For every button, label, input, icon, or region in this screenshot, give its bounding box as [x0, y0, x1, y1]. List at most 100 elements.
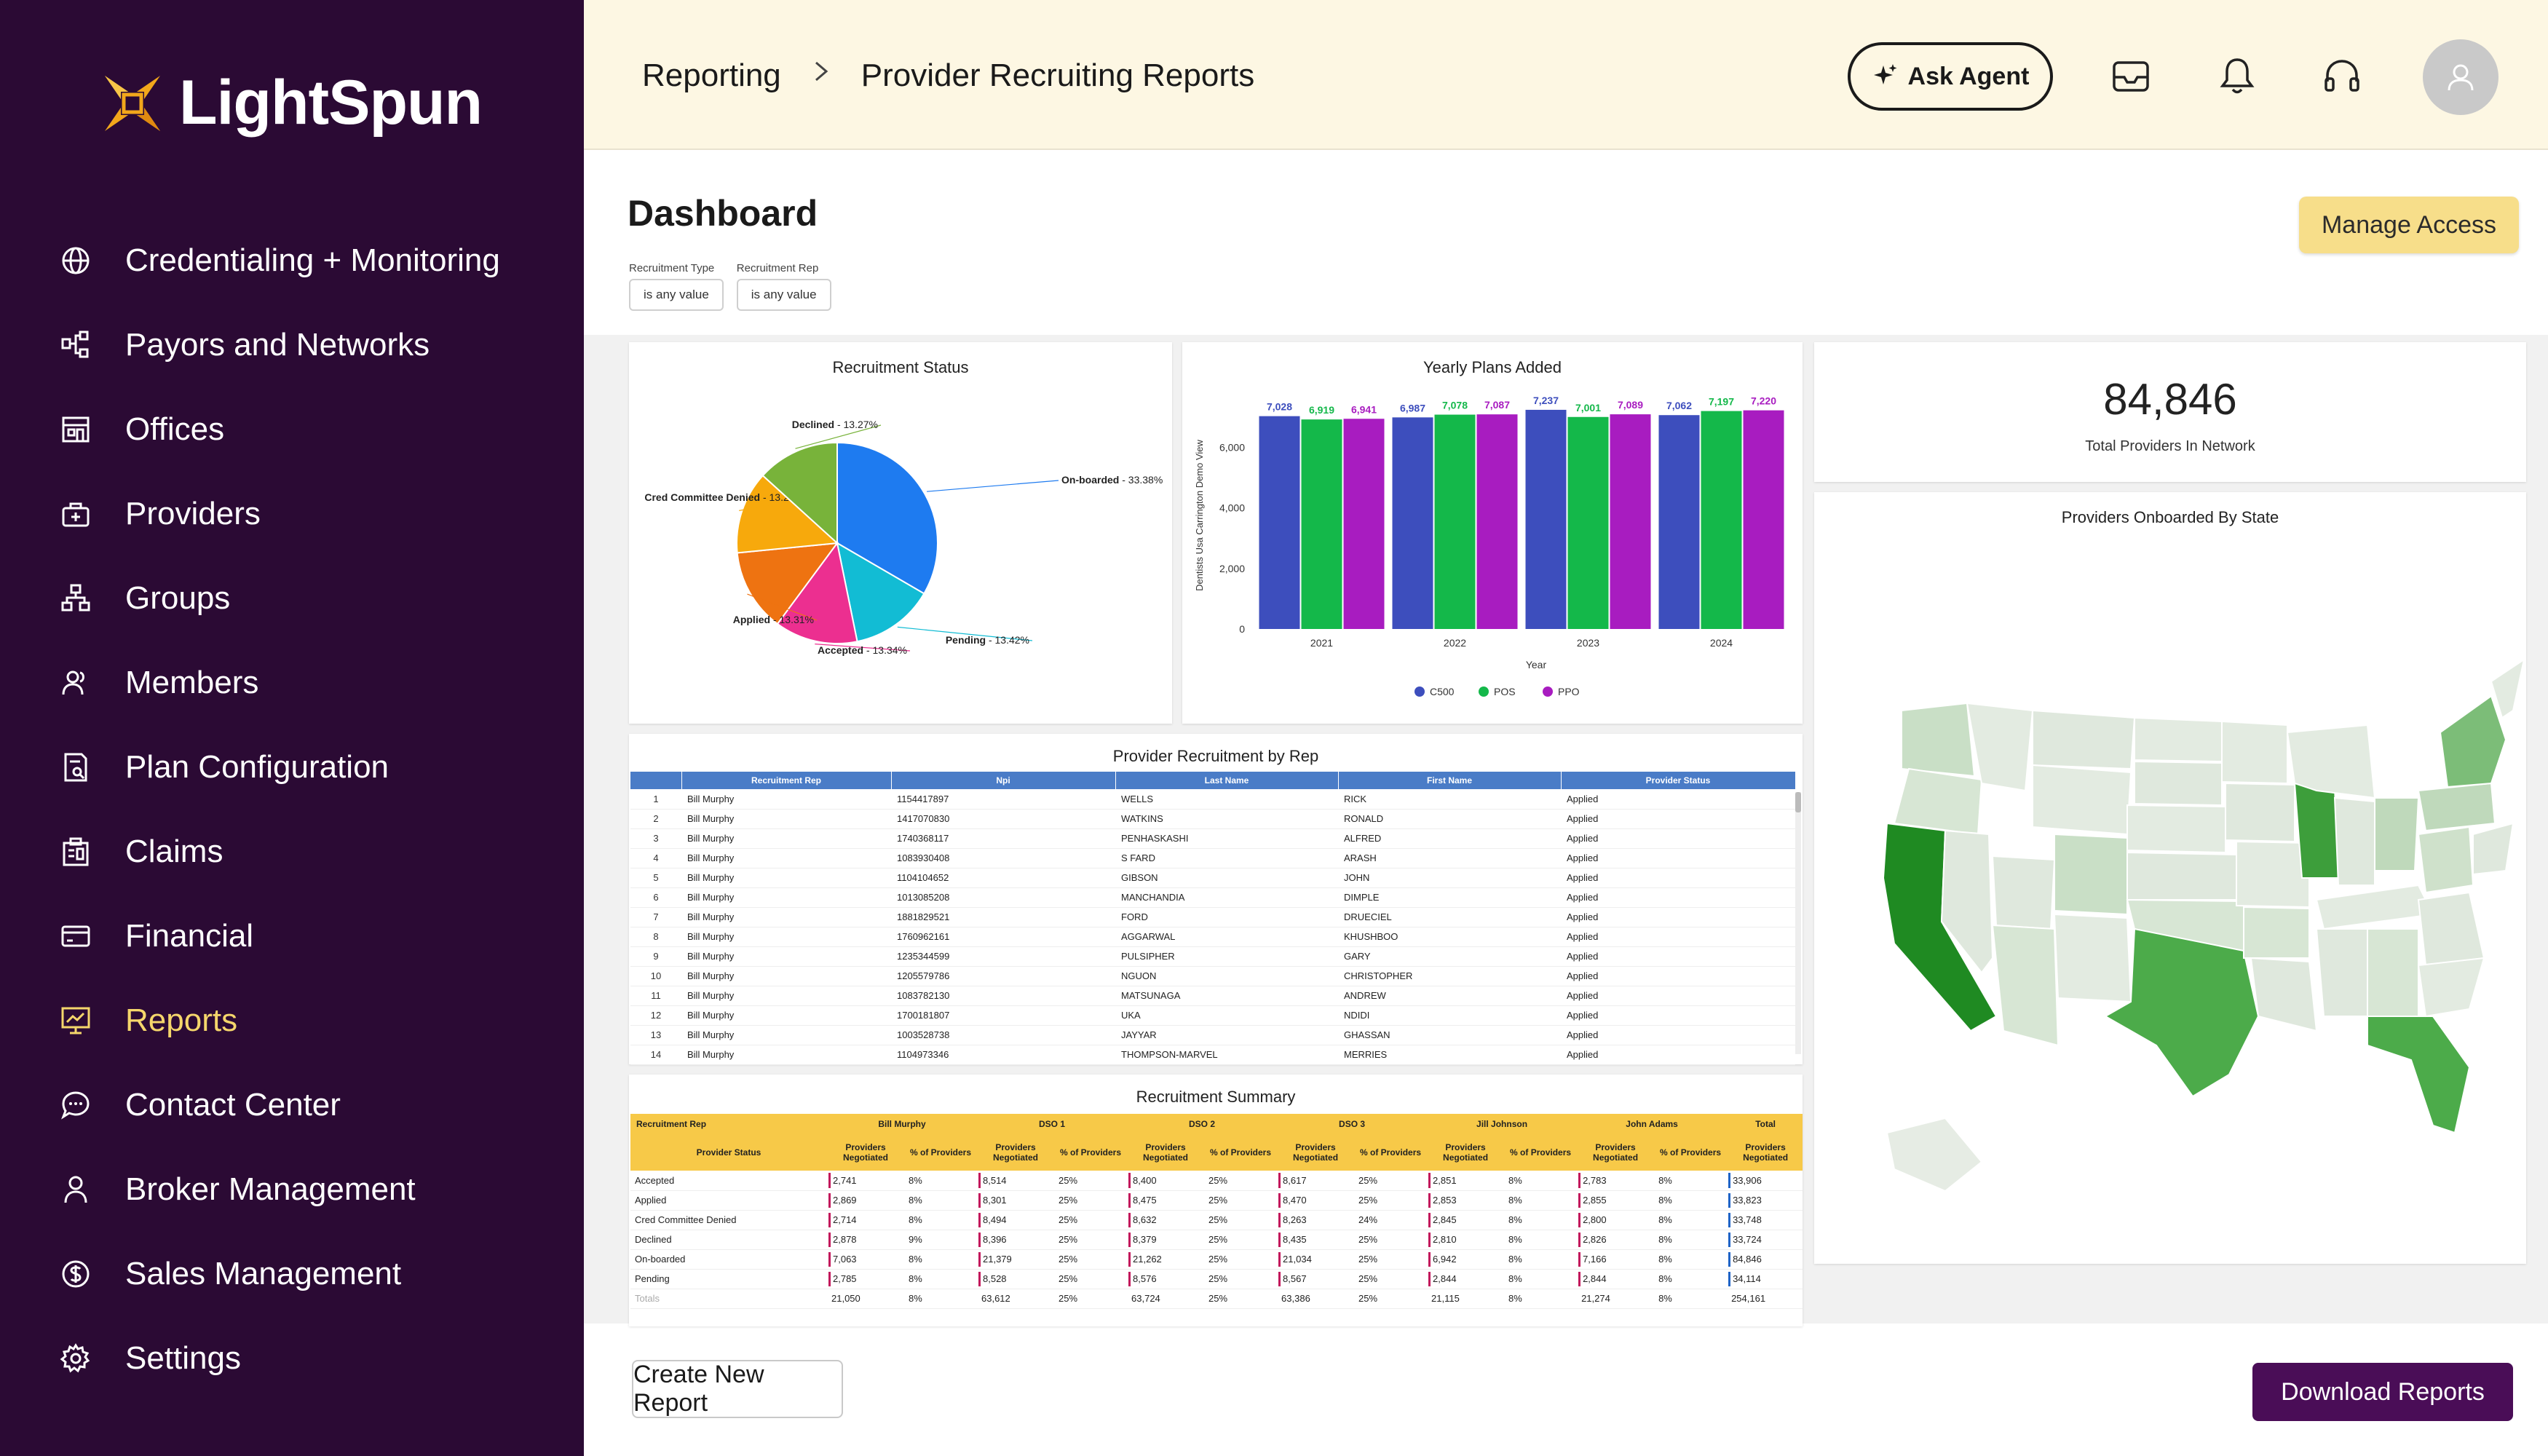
table-row[interactable]: 1 Bill Murphy 1154417897 WELLS RICK Applied	[630, 789, 1795, 810]
map-state	[2225, 782, 2295, 843]
summary-subheader: % of Providers	[1204, 1134, 1278, 1171]
y-tick-label: 4,000	[1219, 502, 1245, 514]
table-cell: 1104104652	[891, 868, 1115, 888]
summary-cell: 25%	[1054, 1230, 1128, 1250]
filter-value[interactable]: is any value	[736, 279, 831, 311]
column-header-status[interactable]: Provider Status	[1561, 772, 1796, 789]
sidebar-item-broker-management[interactable]: Broker Management	[58, 1147, 568, 1232]
summary-cell: Pending	[630, 1269, 827, 1289]
table-row[interactable]: 10 Bill Murphy 1205579786 NGUON CHRISTOPHER A…	[630, 966, 1795, 986]
sidebar-item-plan-configuration[interactable]: Plan Configuration	[58, 725, 568, 810]
legend-label: PPO	[1558, 686, 1580, 697]
app-name: LightSpun	[179, 68, 483, 138]
sidebar-item-label: Members	[125, 665, 259, 700]
pie-leader-line	[795, 424, 882, 449]
table-row[interactable]: 14 Bill Murphy 1104973346 THOMPSON-MARVEL ME…	[630, 1045, 1795, 1065]
bar	[1701, 411, 1742, 629]
table-row[interactable]: 4 Bill Murphy 1083930408 S FARD ARASH Applied	[630, 848, 1795, 869]
table-row[interactable]: 13 Bill Murphy 1003528738 JAYYAR GHASSAN Appl…	[630, 1025, 1795, 1045]
map-state	[2333, 796, 2375, 886]
table-cell: Applied	[1561, 828, 1795, 849]
summary-total-cell: 63,724	[1127, 1289, 1205, 1309]
bell-icon[interactable]	[2216, 55, 2258, 98]
summary-subheader: Providers Negotiated	[977, 1134, 1054, 1171]
table-cell: 1083782130	[891, 986, 1115, 1006]
table-row[interactable]: 3 Bill Murphy 1740368117 PENHASKASHI ALFRED A…	[630, 828, 1795, 849]
table-row[interactable]: 8 Bill Murphy 1760962161 AGGARWAL KHUSHBOO Ap…	[630, 927, 1795, 947]
map-state	[2126, 804, 2226, 854]
chat-icon	[58, 1088, 93, 1123]
table-cell: JOHN	[1338, 868, 1561, 888]
table-row[interactable]: 12 Bill Murphy 1700181807 UKA NDIDI Applied	[630, 1005, 1795, 1026]
ask-agent-button[interactable]: Ask Agent	[1848, 42, 2053, 111]
manage-access-button[interactable]: Manage Access	[2299, 197, 2519, 253]
sidebar-item-groups[interactable]: Groups	[58, 556, 568, 641]
sidebar-item-label: Settings	[125, 1340, 241, 1376]
table-row[interactable]: 11 Bill Murphy 1083782130 MATSUNAGA ANDREW Ap…	[630, 986, 1795, 1006]
map-state	[2293, 782, 2340, 879]
org-chart-icon	[58, 581, 93, 616]
sidebar-item-claims[interactable]: Claims	[58, 810, 568, 894]
download-reports-button[interactable]: Download Reports	[2252, 1363, 2513, 1421]
sidebar-item-contact-center[interactable]: Contact Center	[58, 1063, 568, 1147]
summary-subheader: Providers Negotiated	[1127, 1134, 1205, 1171]
sidebar-item-reports[interactable]: Reports	[58, 978, 568, 1063]
table-row[interactable]: 6 Bill Murphy 1013085208 MANCHANDIA DIMPLE Ap…	[630, 887, 1795, 908]
summary-header-status[interactable]: Provider Status	[630, 1134, 827, 1171]
summary-cell: 25%	[1204, 1210, 1278, 1230]
sidebar-item-financial[interactable]: Financial	[58, 894, 568, 978]
column-header-first-name[interactable]: First Name	[1338, 772, 1562, 789]
summary-total-cell: Totals	[630, 1289, 827, 1309]
filter-value[interactable]: is any value	[629, 279, 724, 311]
y-tick-label: 0	[1239, 623, 1245, 635]
map-state	[2126, 851, 2237, 901]
column-header-rep[interactable]: Recruitment Rep	[681, 772, 892, 789]
summary-cell: 9%	[904, 1230, 977, 1250]
legend-label: POS	[1494, 686, 1516, 697]
sidebar-item-credentialing-monitoring[interactable]: Credentialing + Monitoring	[58, 218, 568, 303]
map-state	[1886, 1117, 1983, 1192]
map-state	[2490, 657, 2525, 719]
sidebar-item-providers[interactable]: Providers	[58, 472, 568, 556]
summary-cell: 25%	[1054, 1171, 1128, 1191]
table-cell: ALFRED	[1338, 828, 1561, 849]
create-new-report-button[interactable]: Create New Report	[632, 1360, 843, 1418]
table-scrollbar[interactable]	[1795, 792, 1801, 1054]
summary-cell: 2,714	[827, 1210, 904, 1230]
summary-header-rep[interactable]: Recruitment Rep	[630, 1114, 827, 1134]
user-avatar[interactable]	[2423, 39, 2498, 115]
table-cell: 4	[630, 848, 681, 869]
summary-subheader: Providers Negotiated	[1727, 1134, 1803, 1171]
map-state	[2417, 891, 2485, 967]
topbar: Reporting Provider Recruiting Reports As…	[584, 0, 2548, 150]
column-header-last-name[interactable]: Last Name	[1115, 772, 1339, 789]
summary-cell: 2,783	[1577, 1171, 1655, 1191]
table-row[interactable]: 2 Bill Murphy 1417070830 WATKINS RONALD Appli…	[630, 809, 1795, 829]
map-state	[2134, 716, 2223, 763]
table-cell: DRUECIEL	[1338, 907, 1561, 927]
table-row[interactable]: 9 Bill Murphy 1235344599 PULSIPHER GARY Appli…	[630, 946, 1795, 967]
table-cell: 1013085208	[891, 887, 1115, 908]
summary-total-cell: 25%	[1054, 1289, 1128, 1309]
summary-cell: 8,514	[977, 1171, 1054, 1191]
headset-icon[interactable]	[2321, 55, 2363, 98]
column-header[interactable]	[630, 772, 682, 789]
bar	[1476, 414, 1518, 629]
sidebar-item-payors-and-networks[interactable]: Payors and Networks	[58, 303, 568, 387]
logo[interactable]: LightSpun	[102, 67, 483, 139]
table-row[interactable]: 5 Bill Murphy 1104104652 GIBSON JOHN Applied	[630, 868, 1795, 888]
table-row[interactable]: 7 Bill Murphy 1881829521 FORD DRUECIEL Applie…	[630, 907, 1795, 927]
sidebar-item-sales-management[interactable]: Sales Management	[58, 1232, 568, 1316]
inbox-icon[interactable]	[2110, 55, 2152, 98]
breadcrumb-reporting[interactable]: Reporting	[642, 57, 781, 93]
sidebar-item-members[interactable]: Members	[58, 641, 568, 725]
column-header-npi[interactable]: Npi	[891, 772, 1116, 789]
scrollbar-thumb[interactable]	[1795, 792, 1801, 812]
chevron-right-icon	[810, 57, 832, 94]
sidebar-item-offices[interactable]: Offices	[58, 387, 568, 472]
bar-chart: Dentists Usa Carrington Demo View 0 2,000 4…	[1194, 395, 1784, 697]
sidebar-item-settings[interactable]: Settings	[58, 1316, 568, 1401]
sidebar-item-label: Reports	[125, 1002, 238, 1038]
summary-header-group: John Adams	[1577, 1114, 1728, 1134]
table-cell: 13	[630, 1025, 681, 1045]
